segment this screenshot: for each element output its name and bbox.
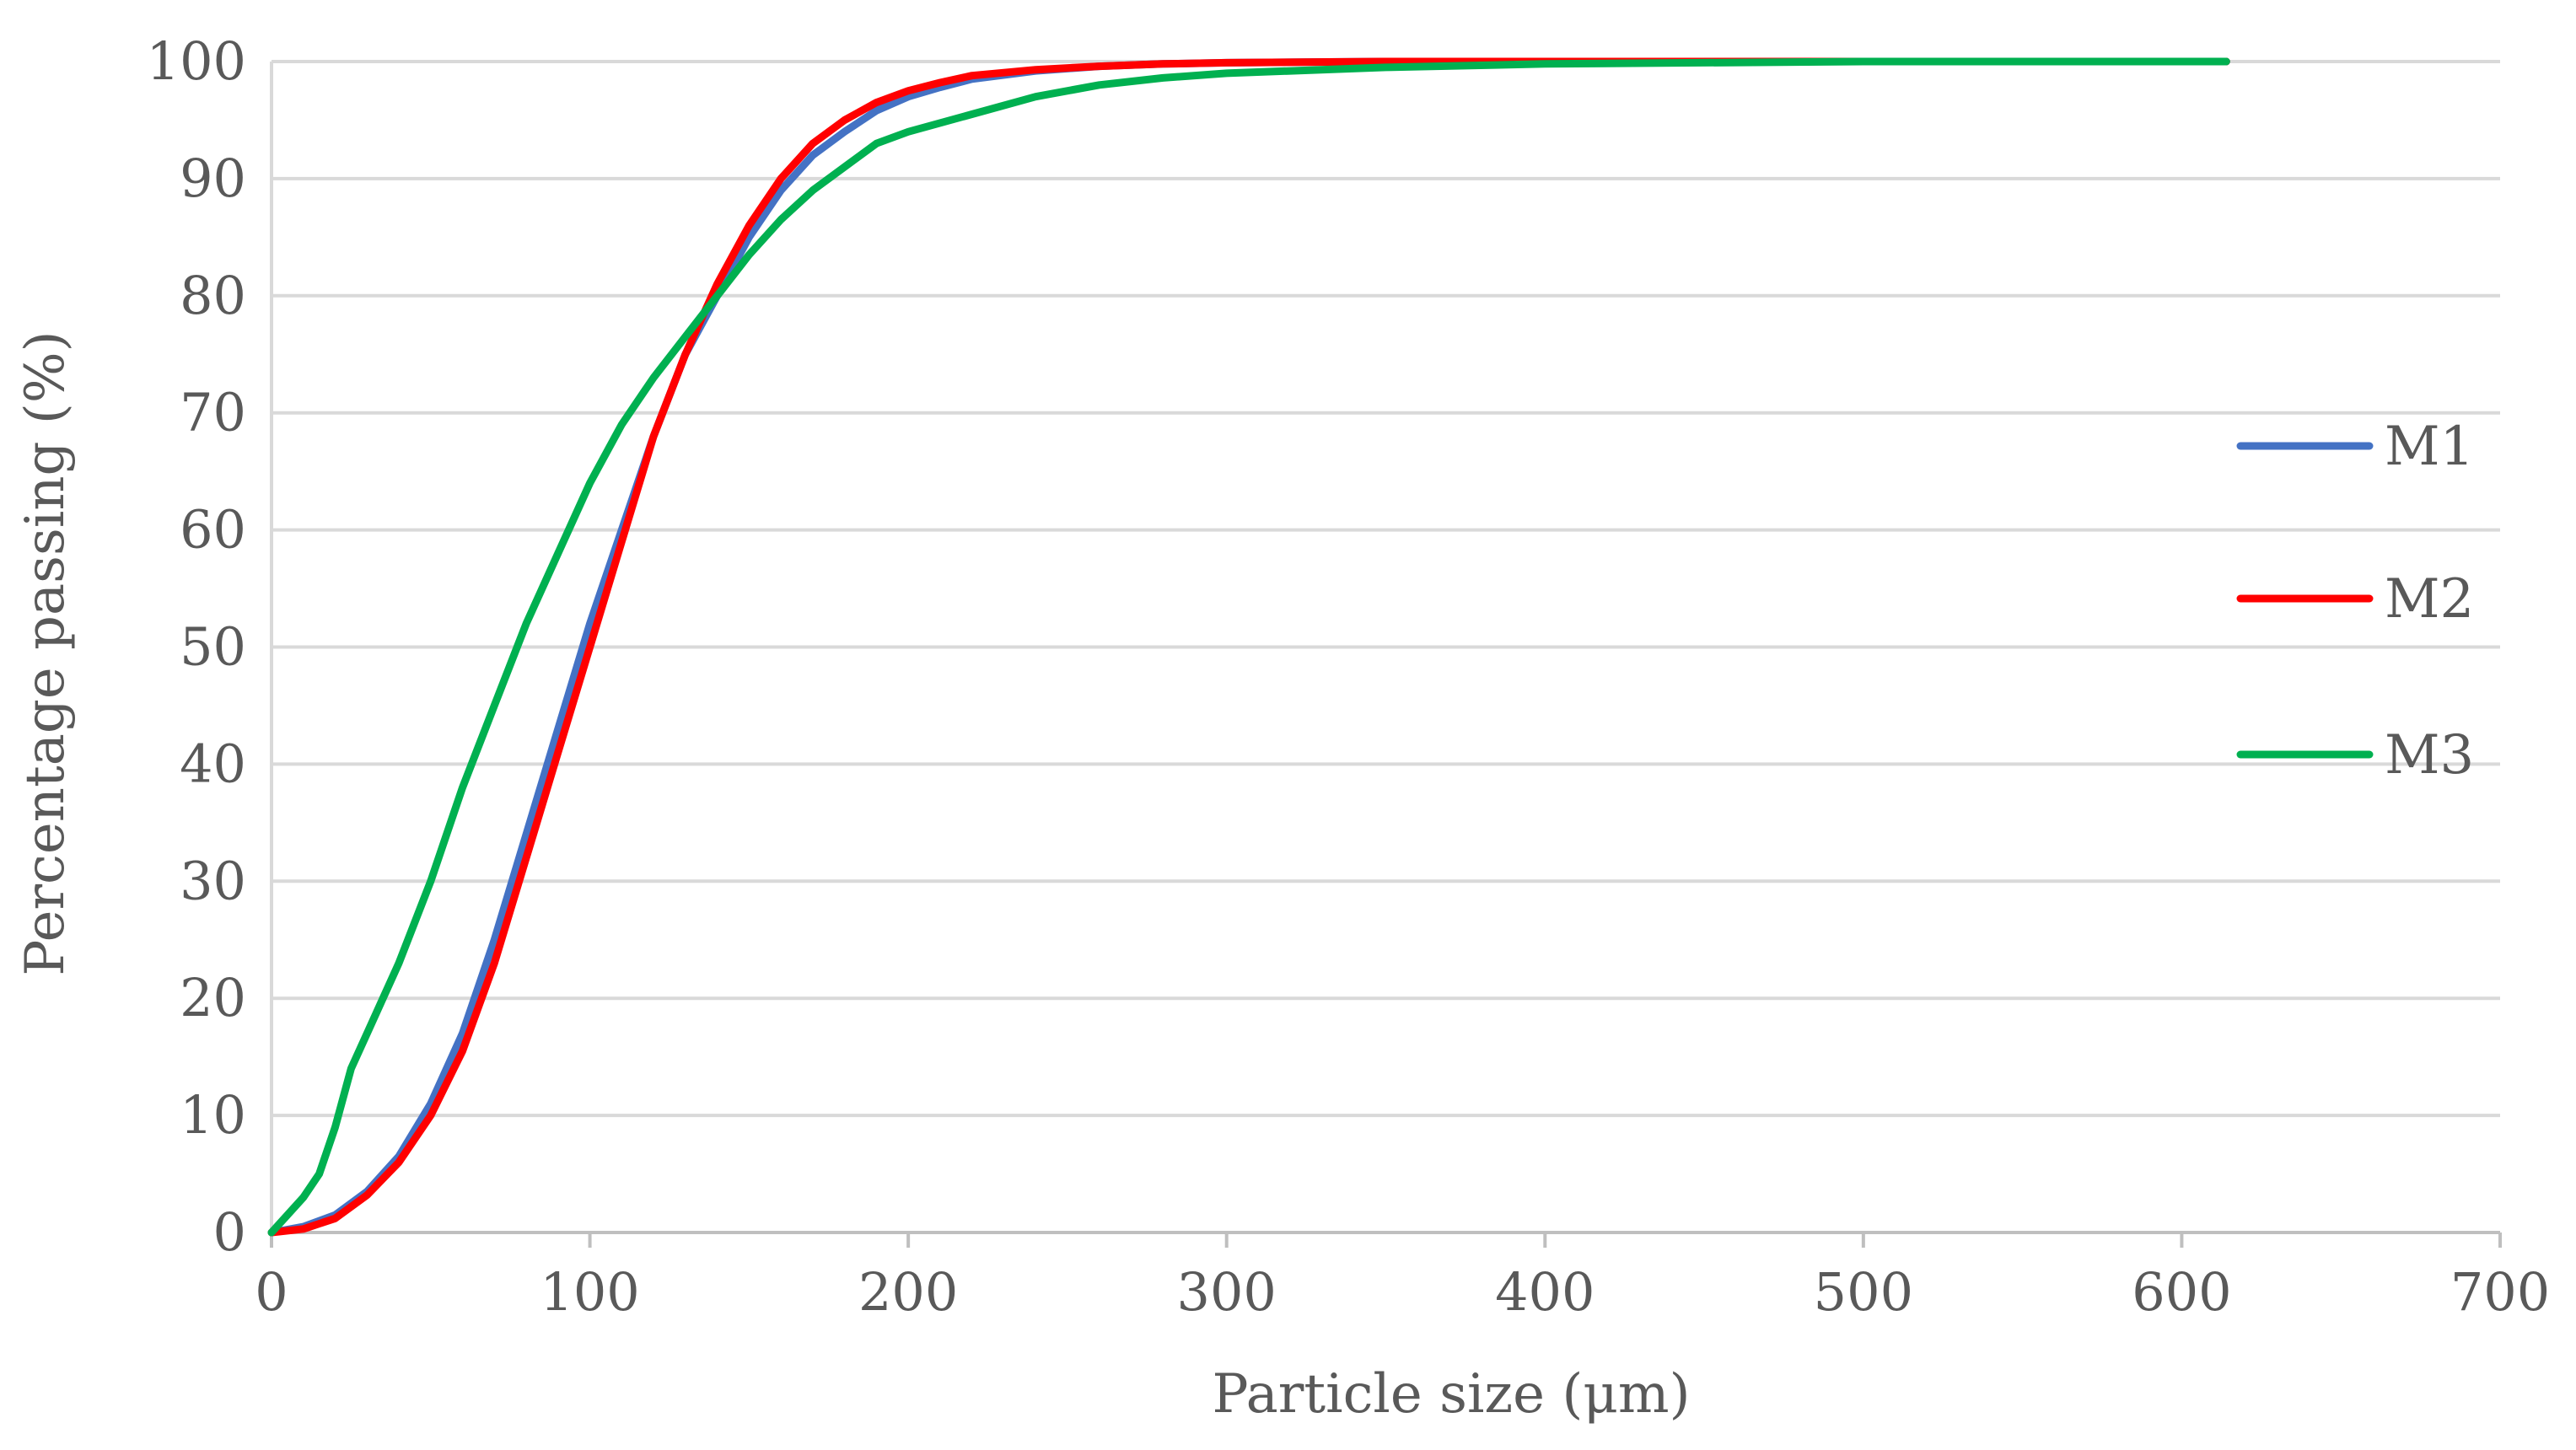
x-tick-label: 400 xyxy=(1495,1261,1595,1323)
tick-labels: 0 10 20 30 40 50 60 70 80 90 100 0 100 200 300 400 500 60… xyxy=(147,30,2551,1323)
legend-item-m3: M3 xyxy=(2236,724,2474,787)
x-tick-label: 200 xyxy=(858,1261,958,1323)
y-tick-label: 80 xyxy=(180,265,246,326)
y-tick-label: 30 xyxy=(180,850,246,911)
y-tick-label: 10 xyxy=(180,1084,246,1146)
y-tick-label: 0 xyxy=(213,1201,246,1263)
y-tick-label: 90 xyxy=(180,148,246,209)
x-tick-label: 700 xyxy=(2450,1261,2550,1323)
axes xyxy=(270,62,2502,1248)
legend-label-m3: M3 xyxy=(2385,724,2474,787)
x-tick-label: 300 xyxy=(1177,1261,1277,1323)
legend: M1 M2 M3 xyxy=(2236,416,2474,787)
legend-label-m2: M2 xyxy=(2385,568,2474,631)
x-tick-label: 500 xyxy=(1814,1261,1913,1323)
x-tick-label: 100 xyxy=(540,1261,639,1323)
x-tick-label: 0 xyxy=(255,1261,288,1323)
series-line-m3 xyxy=(267,57,2230,1237)
y-tick-label: 40 xyxy=(180,733,246,794)
y-tick-label: 50 xyxy=(180,616,246,678)
legend-item-m2: M2 xyxy=(2236,568,2474,631)
series-lines xyxy=(267,57,2230,1237)
y-tick-label: 100 xyxy=(147,30,246,92)
series-line-m2 xyxy=(267,57,2230,1237)
legend-label-m1: M1 xyxy=(2385,416,2474,478)
y-axis-title: Percentage passing (%) xyxy=(14,330,77,975)
y-tick-label: 20 xyxy=(180,967,246,1028)
x-tick-label: 600 xyxy=(2132,1261,2231,1323)
y-tick-label: 60 xyxy=(180,499,246,561)
y-tick-label: 70 xyxy=(180,382,246,443)
legend-item-m1: M1 xyxy=(2236,416,2474,478)
x-axis-title: Particle size (μm) xyxy=(1212,1363,1690,1426)
